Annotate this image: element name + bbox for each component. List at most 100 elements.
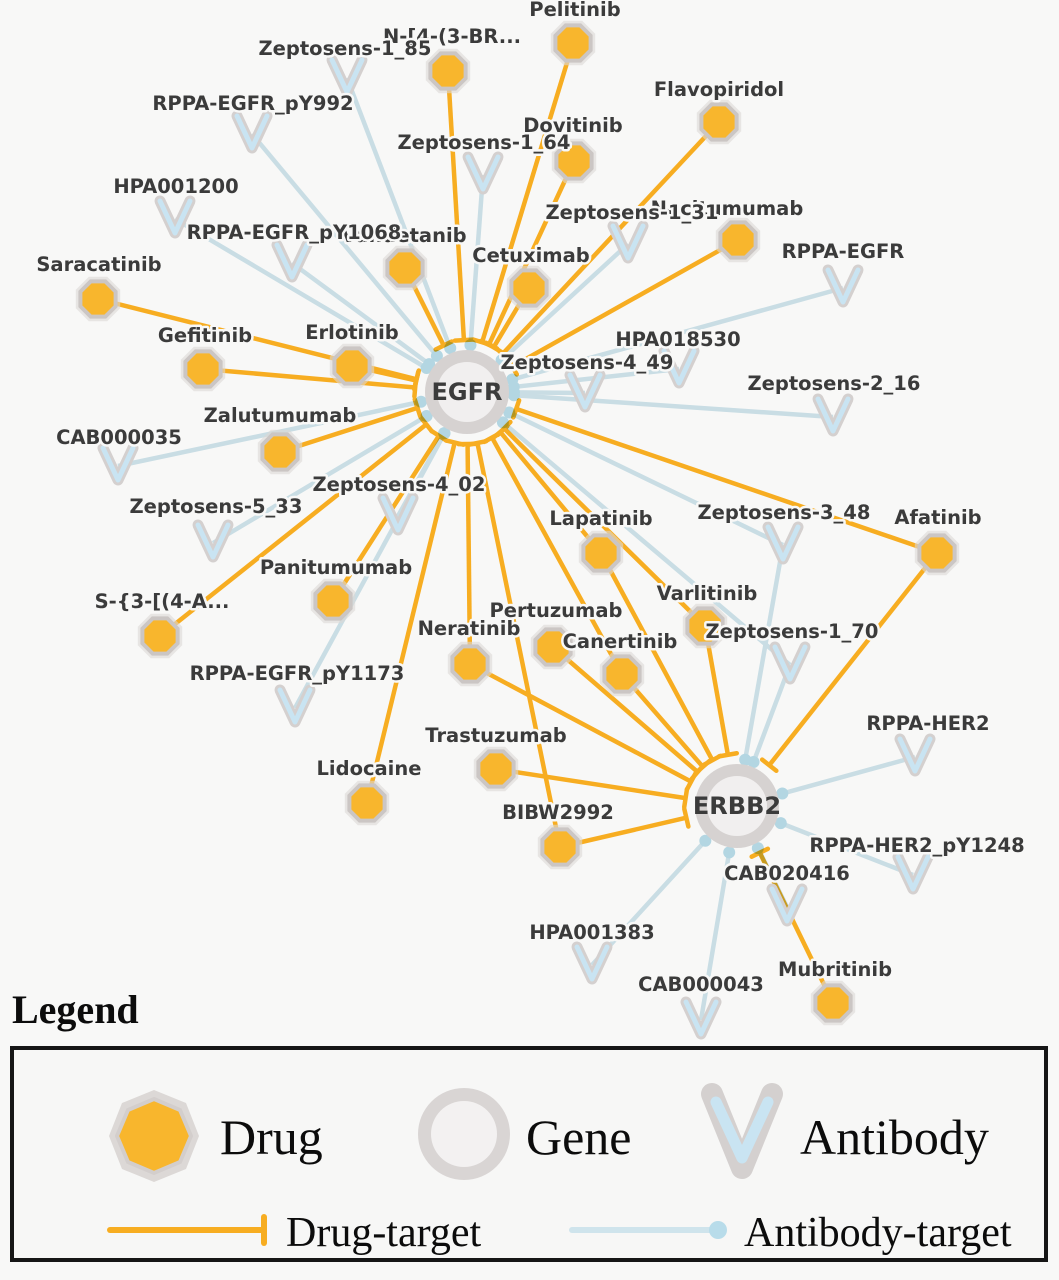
- antibody-target-edge: [742, 544, 786, 761]
- legend-title: Legend: [12, 987, 139, 1032]
- node-label: HPA001383: [529, 921, 654, 944]
- node-label: Saracatinib: [36, 253, 161, 276]
- antibody-target-edge: [468, 174, 486, 346]
- legend-box: Drug Gene Antibody Drug-target Antibody-…: [10, 1046, 1048, 1262]
- node-label: Zalutumumab: [204, 404, 357, 427]
- antibody-node[interactable]: [231, 110, 273, 154]
- antibody-chevron-icon: [710, 1096, 774, 1164]
- drug-node[interactable]: [551, 138, 597, 184]
- antibody-node[interactable]: [274, 684, 316, 728]
- antibody-node[interactable]: [892, 851, 934, 895]
- node-label: Zeptosens-2_16: [748, 372, 921, 395]
- antibody-node[interactable]: [564, 369, 606, 413]
- antibody-node[interactable]: [97, 442, 139, 486]
- gene-node[interactable]: ERBB2: [693, 764, 781, 848]
- antibody-node[interactable]: [762, 521, 804, 565]
- antibody-target-dot: [415, 395, 428, 408]
- antibody-target-dot: [503, 406, 516, 419]
- node-label: RPPA-EGFR_pY992: [152, 92, 353, 115]
- antibody-node[interactable]: [571, 941, 613, 985]
- antibody-node[interactable]: [271, 239, 313, 283]
- antibody-node[interactable]: [769, 641, 811, 685]
- drug-target-edge: [486, 160, 577, 346]
- antibody-chevron: [610, 223, 646, 261]
- drug-node[interactable]: [506, 265, 552, 311]
- node-label: Zeptosens-1_64: [398, 131, 571, 154]
- antibody-node[interactable]: [894, 733, 936, 777]
- drug-node[interactable]: [550, 20, 596, 66]
- antibody-node[interactable]: [822, 264, 864, 308]
- antibody-target-dot: [507, 389, 520, 402]
- legend-drug-label: Drug: [220, 1109, 323, 1165]
- drug-target-edge: [158, 422, 428, 638]
- antibody-node[interactable]: [658, 345, 700, 389]
- drug-node[interactable]: [682, 603, 728, 649]
- node-label: Dovitinib: [523, 114, 623, 137]
- drug-node[interactable]: [329, 343, 375, 389]
- antibody-target-dot: [420, 410, 433, 423]
- node-label: Erlotinib: [305, 321, 399, 344]
- drug-node[interactable]: [578, 530, 624, 576]
- antibody-chevron: [380, 495, 416, 533]
- drug-node[interactable]: [344, 780, 390, 826]
- drug-target-tee: [505, 356, 520, 377]
- antibody-node[interactable]: [377, 492, 419, 536]
- antibody-node[interactable]: [607, 220, 649, 264]
- drug-node[interactable]: [599, 651, 645, 697]
- drug-octagon: [554, 141, 594, 181]
- antibody-target-legend-icon: [569, 1221, 727, 1239]
- node-label: BIBW2992: [502, 801, 614, 824]
- drug-node[interactable]: [447, 641, 493, 687]
- drug-node[interactable]: [257, 429, 303, 475]
- drug-node[interactable]: [810, 980, 856, 1026]
- antibody-node[interactable]: [462, 151, 504, 195]
- drug-node[interactable]: [530, 624, 576, 670]
- antibody-chevron: [234, 113, 270, 151]
- drug-octagon: [533, 627, 573, 667]
- antibody-node[interactable]: [766, 883, 808, 927]
- drug-target-edge: [500, 120, 721, 356]
- drug-target-tee: [443, 438, 466, 447]
- drug-node[interactable]: [180, 346, 226, 392]
- antibody-chevron: [897, 736, 933, 774]
- antibody-target-edge: [781, 754, 916, 796]
- drug-target-edge: [465, 443, 473, 665]
- antibody-chevron: [274, 242, 310, 280]
- drug-node[interactable]: [425, 48, 471, 94]
- antibody-target-edge: [779, 821, 914, 878]
- antibody-target-dot: [464, 339, 477, 352]
- node-label: Flavopiridol: [654, 78, 784, 101]
- antibody-node[interactable]: [192, 519, 234, 563]
- antibody-node[interactable]: [680, 996, 722, 1040]
- drug-octagon: [602, 654, 642, 694]
- gene-node[interactable]: EGFR: [425, 350, 509, 434]
- drug-node[interactable]: [696, 99, 742, 145]
- node-label: HPA018530: [615, 328, 740, 351]
- node-label: RPPA-HER2: [866, 712, 989, 735]
- drug-node[interactable]: [310, 578, 356, 624]
- antibody-node[interactable]: [154, 195, 196, 239]
- drug-node[interactable]: [473, 746, 519, 792]
- antibody-target-edge: [755, 847, 790, 908]
- antibody-chevron: [683, 999, 719, 1037]
- antibody-node[interactable]: [326, 54, 368, 98]
- drug-node[interactable]: [715, 217, 761, 263]
- drug-node[interactable]: [137, 613, 183, 659]
- antibody-node[interactable]: [812, 393, 854, 437]
- antibody-chevron: [661, 348, 697, 386]
- drug-octagon: [685, 606, 725, 646]
- drug-node[interactable]: [537, 824, 583, 870]
- node-label: CAB000043: [638, 973, 764, 996]
- drug-node[interactable]: [382, 245, 428, 291]
- drug-node[interactable]: [75, 276, 121, 322]
- gene-label: EGFR: [432, 378, 503, 406]
- gene-core-icon: [431, 1101, 497, 1167]
- antibody-target-edge: [501, 420, 792, 667]
- drug-target-edge: [511, 238, 740, 369]
- node-label: Lidocaine: [317, 757, 422, 780]
- antibody-chevron: [895, 854, 931, 892]
- drug-target-edge: [364, 441, 457, 804]
- drug-node[interactable]: [914, 530, 960, 576]
- drug-target-tee: [681, 786, 690, 810]
